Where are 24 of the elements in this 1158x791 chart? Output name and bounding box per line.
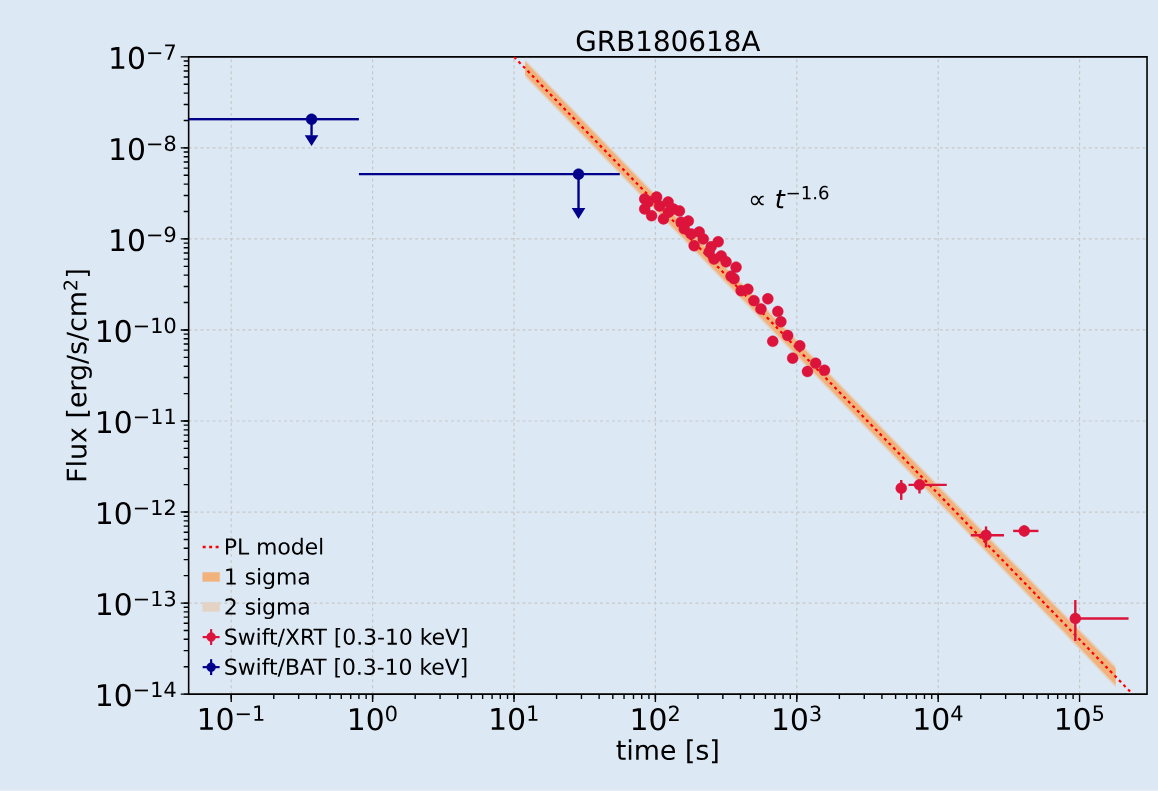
legend-label: PL model	[226, 537, 323, 555]
x-tick-label: 10$^{4}$	[915, 705, 963, 731]
chart-title: GRB180618A	[576, 30, 761, 52]
y-tick-label: 10$^{−8}$	[111, 135, 176, 161]
x-tick-label: 10$^{5}$	[1057, 705, 1104, 731]
y-tick-label: 10$^{−7}$	[111, 44, 175, 70]
legend-label: Swift/BAT [0.3-10 keV]	[225, 658, 467, 678]
x-tick-label: 10$^{0}$	[350, 705, 397, 731]
x-tick-label: 10$^{1}$	[491, 705, 538, 731]
y-tick-label: 10$^{−11}$	[98, 408, 175, 434]
x-tick-label: 10$^{−1}$	[199, 705, 264, 731]
y-tick-label: 10$^{−10}$	[98, 317, 176, 343]
legend-label: 2 sigma	[225, 598, 309, 620]
y-axis-title: Flux [erg/s/cm$^{2}$]	[63, 270, 92, 481]
legend-label: Swift/XRT [0.3-10 keV]	[225, 628, 467, 648]
annotation: ∝ t$^{−1.6}$	[750, 185, 829, 209]
y-tick-label: 10$^{−9}$	[111, 226, 176, 252]
legend-label: 1 sigma	[226, 567, 309, 590]
y-tick-label: 10$^{−14}$	[98, 681, 176, 707]
y-tick-label: 10$^{−13}$	[98, 590, 176, 616]
y-tick-label: 10$^{−12}$	[98, 499, 175, 525]
x-axis-title: time [s]	[616, 739, 718, 764]
x-tick-label: 10$^{3}$	[774, 705, 821, 731]
x-tick-label: 10$^{2}$	[632, 705, 679, 731]
